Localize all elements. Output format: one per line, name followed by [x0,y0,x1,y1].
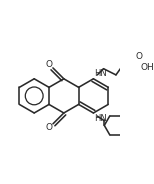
Text: HN: HN [94,114,107,123]
Text: O: O [46,59,53,68]
Text: HN: HN [94,69,107,78]
Text: OH: OH [141,63,154,72]
Text: O: O [46,123,53,132]
Text: O: O [135,52,142,61]
